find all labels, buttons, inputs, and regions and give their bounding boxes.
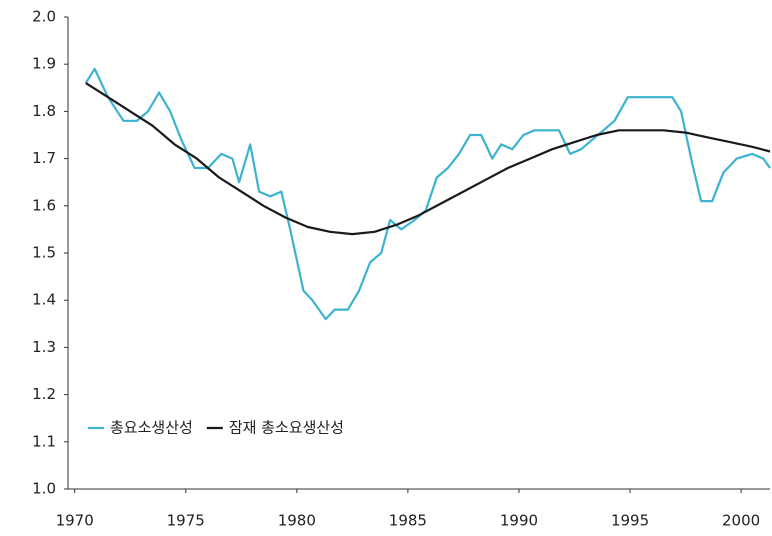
y-tick-label: 1.7	[32, 149, 56, 167]
x-tick-label: 2000	[722, 512, 760, 530]
legend-label: 잠재 총소요생산성	[229, 419, 344, 437]
series-line	[85, 82, 771, 236]
y-tick-label: 1.9	[32, 55, 56, 73]
series-line	[84, 67, 771, 321]
x-tick-label: 1980	[278, 512, 316, 530]
y-tick-label: 1.6	[32, 196, 56, 214]
legend-label: 총요소생산성	[110, 419, 193, 437]
y-tick-label: 1.8	[32, 102, 56, 120]
y-tick-label: 1.1	[32, 432, 56, 450]
y-tick-label: 2.0	[32, 8, 56, 26]
y-tick-label: 1.5	[32, 244, 56, 262]
y-tick-label: 1.0	[32, 480, 56, 498]
x-tick-label: 1985	[389, 512, 427, 530]
x-tick-label: 1990	[500, 512, 538, 530]
x-tick-label: 1995	[611, 512, 649, 530]
y-tick-label: 1.4	[32, 291, 56, 309]
y-tick-label: 1.2	[32, 385, 56, 403]
y-tick-label: 1.3	[32, 338, 56, 356]
x-tick-label: 1970	[56, 512, 94, 530]
x-tick-label: 1975	[167, 512, 205, 530]
